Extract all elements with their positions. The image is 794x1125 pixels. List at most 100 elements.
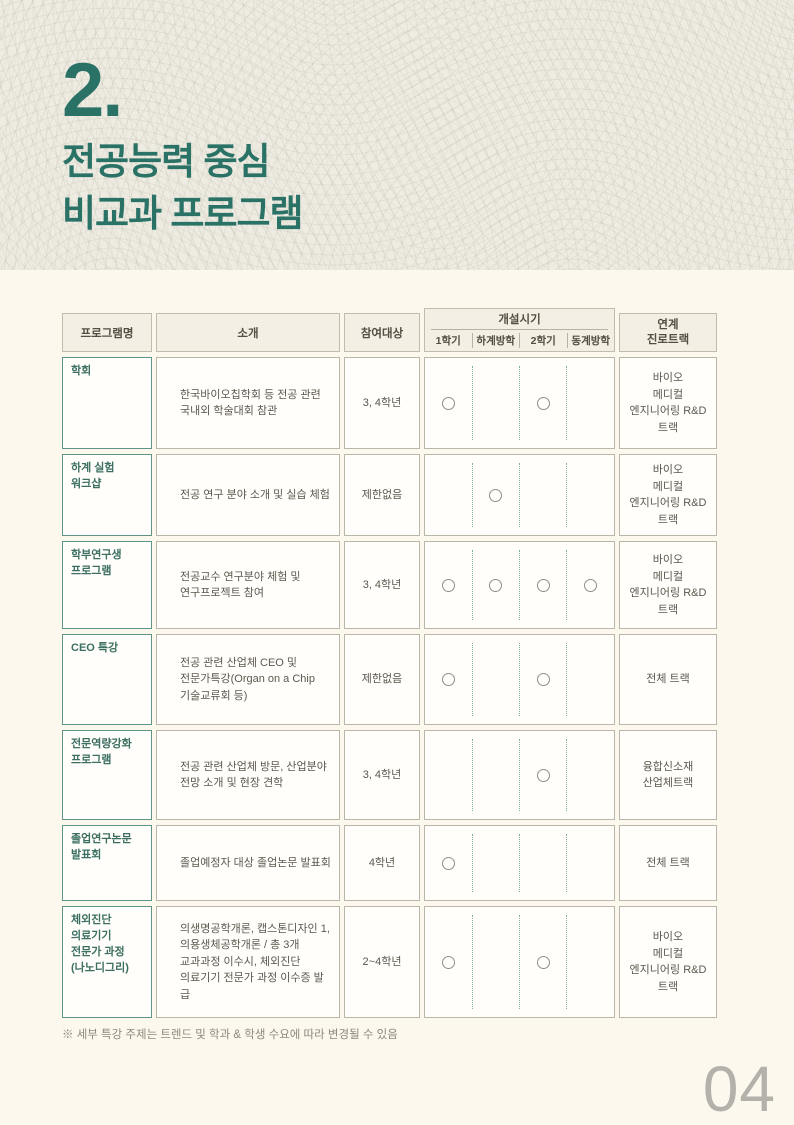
schedule-header-divider — [431, 329, 608, 330]
schedule-slot — [471, 635, 519, 724]
schedule-slot — [425, 358, 472, 448]
page-number: 04 — [702, 1053, 776, 1125]
table-row: 하계 실험 워크샵 전공 연구 분야 소개 및 실습 체험 제한없음 바이오 메디컬 … — [62, 454, 717, 536]
schedule-slot — [566, 731, 614, 819]
audience-cell: 3, 4학년 — [344, 357, 420, 449]
schedule-circle-icon — [536, 768, 550, 782]
table-row: 졸업연구논문 발표회 졸업예정자 대상 졸업논문 발표회 4학년 전체 트랙 — [62, 825, 717, 901]
schedule-slot — [425, 826, 472, 900]
audience-cell: 2~4학년 — [344, 906, 420, 1018]
schedule-circle-icon — [489, 488, 503, 502]
schedule-cell — [424, 357, 615, 449]
schedule-cell — [424, 541, 615, 629]
audience-cell: 3, 4학년 — [344, 541, 420, 629]
schedule-slot — [471, 455, 519, 535]
table-row: 학회 한국바이오칩학회 등 전공 관련 국내외 학술대회 참관 3, 4학년 바이오 … — [62, 357, 717, 449]
schedule-slot — [425, 635, 472, 724]
schedule-slot — [518, 635, 567, 724]
header-schedule-title: 개설시기 — [498, 314, 541, 326]
header-program-name: 프로그램명 — [62, 313, 152, 352]
program-name-cell: 학회 — [62, 357, 152, 449]
header-audience: 참여대상 — [344, 313, 420, 352]
schedule-circle-icon — [536, 578, 550, 592]
header-career-track: 연계 진로트랙 — [619, 313, 717, 352]
description-cell: 졸업예정자 대상 졸업논문 발표회 — [156, 825, 340, 901]
audience-cell: 4학년 — [344, 825, 420, 901]
schedule-slot — [471, 358, 519, 448]
table-body: 학회 한국바이오칩학회 등 전공 관련 국내외 학술대회 참관 3, 4학년 바이오 … — [62, 357, 717, 1018]
schedule-slot — [518, 455, 567, 535]
schedule-slot — [471, 907, 519, 1017]
schedule-slot — [566, 635, 614, 724]
schedule-slot — [518, 907, 567, 1017]
page-title-line1: 전공능력 중심 — [62, 140, 271, 182]
schedule-circle-icon — [442, 578, 456, 592]
footnote: ※ 세부 특강 주제는 트렌드 및 학과 & 학생 수요에 따라 변경될 수 있… — [62, 1029, 398, 1041]
program-name-cell: CEO 특강 — [62, 634, 152, 725]
schedule-slot — [518, 358, 567, 448]
description-cell: 전공 연구 분야 소개 및 실습 체험 — [156, 454, 340, 536]
schedule-slot — [566, 358, 614, 448]
header-band: 2. 전공능력 중심 비교과 프로그램 — [0, 0, 794, 270]
schedule-slot — [566, 455, 614, 535]
track-cell: 전체 트랙 — [619, 825, 717, 901]
page-title: 전공능력 중심 비교과 프로그램 — [62, 136, 304, 241]
program-name-cell: 학부연구생 프로그램 — [62, 541, 152, 629]
program-name-cell: 체외진단 의료기기 전문가 과정 (나노디그리) — [62, 906, 152, 1018]
header-introduction: 소개 — [156, 313, 340, 352]
schedule-slot — [425, 731, 472, 819]
schedule-slot — [518, 826, 567, 900]
schedule-cell — [424, 634, 615, 725]
description-cell: 전공교수 연구분야 체험 및 연구프로젝트 참여 — [156, 541, 340, 629]
schedule-cell — [424, 825, 615, 901]
table-row: 체외진단 의료기기 전문가 과정 (나노디그리) 의생명공학개론, 캡스톤디자인 … — [62, 906, 717, 1018]
schedule-slot — [518, 731, 567, 819]
schedule-slot — [425, 907, 472, 1017]
track-cell: 전체 트랙 — [619, 634, 717, 725]
program-name-cell: 전문역량강화 프로그램 — [62, 730, 152, 820]
schedule-circle-icon — [536, 955, 550, 969]
table-row: 학부연구생 프로그램 전공교수 연구분야 체험 및 연구프로젝트 참여 3, 4학년… — [62, 541, 717, 629]
schedule-circle-icon — [489, 578, 503, 592]
schedule-slot — [518, 542, 567, 628]
schedule-circle-icon — [536, 396, 550, 410]
subheader-winter: 동계방학 — [566, 333, 615, 348]
program-name-cell: 졸업연구논문 발표회 — [62, 825, 152, 901]
table-row: 전문역량강화 프로그램 전공 관련 산업체 방문, 산업분야 전망 소개 및 현장… — [62, 730, 717, 820]
table-header-row: 프로그램명 소개 참여대상 개설시기 1학기 하계방학 2학기 동계방학 연계 … — [62, 308, 717, 352]
track-cell: 바이오 메디컬 엔지니어링 R&D 트랙 — [619, 454, 717, 536]
schedule-circle-icon — [442, 673, 456, 686]
subheader-semester1: 1학기 — [435, 335, 461, 347]
schedule-slot — [425, 542, 472, 628]
programs-table: 프로그램명 소개 참여대상 개설시기 1학기 하계방학 2학기 동계방학 연계 … — [62, 308, 717, 1018]
schedule-slot — [471, 731, 519, 819]
audience-cell: 제한없음 — [344, 634, 420, 725]
schedule-subheaders: 1학기 하계방학 2학기 동계방학 — [425, 330, 614, 351]
schedule-circle-icon — [442, 396, 456, 410]
description-cell: 전공 관련 산업체 방문, 산업분야 전망 소개 및 현장 견학 — [156, 730, 340, 820]
header-schedule: 개설시기 1학기 하계방학 2학기 동계방학 — [424, 308, 615, 352]
track-cell: 바이오 메디컬 엔지니어링 R&D 트랙 — [619, 541, 717, 629]
schedule-circle-icon — [442, 856, 456, 870]
schedule-cell — [424, 730, 615, 820]
schedule-cell — [424, 906, 615, 1018]
schedule-slot — [566, 826, 614, 900]
track-cell: 바이오 메디컬 엔지니어링 R&D 트랙 — [619, 906, 717, 1018]
program-name-cell: 하계 실험 워크샵 — [62, 454, 152, 536]
schedule-circle-icon — [536, 673, 550, 686]
subheader-summer: 하계방학 — [471, 333, 520, 348]
header-title-block: 2. 전공능력 중심 비교과 프로그램 — [62, 48, 304, 241]
audience-cell: 제한없음 — [344, 454, 420, 536]
schedule-slot — [471, 826, 519, 900]
schedule-circle-icon — [442, 955, 456, 969]
schedule-cell — [424, 454, 615, 536]
description-cell: 의생명공학개론, 캡스톤디자인 1, 의용생체공학개론 / 총 3개 교과과정 … — [156, 906, 340, 1018]
schedule-slot — [566, 542, 614, 628]
table-row: CEO 특강 전공 관련 산업체 CEO 및 전문가특강(Organ on a C… — [62, 634, 717, 725]
schedule-slot — [471, 542, 519, 628]
description-cell: 한국바이오칩학회 등 전공 관련 국내외 학술대회 참관 — [156, 357, 340, 449]
schedule-circle-icon — [583, 578, 597, 592]
track-cell: 바이오 메디컬 엔지니어링 R&D 트랙 — [619, 357, 717, 449]
schedule-slot — [566, 907, 614, 1017]
section-number: 2. — [62, 48, 123, 133]
